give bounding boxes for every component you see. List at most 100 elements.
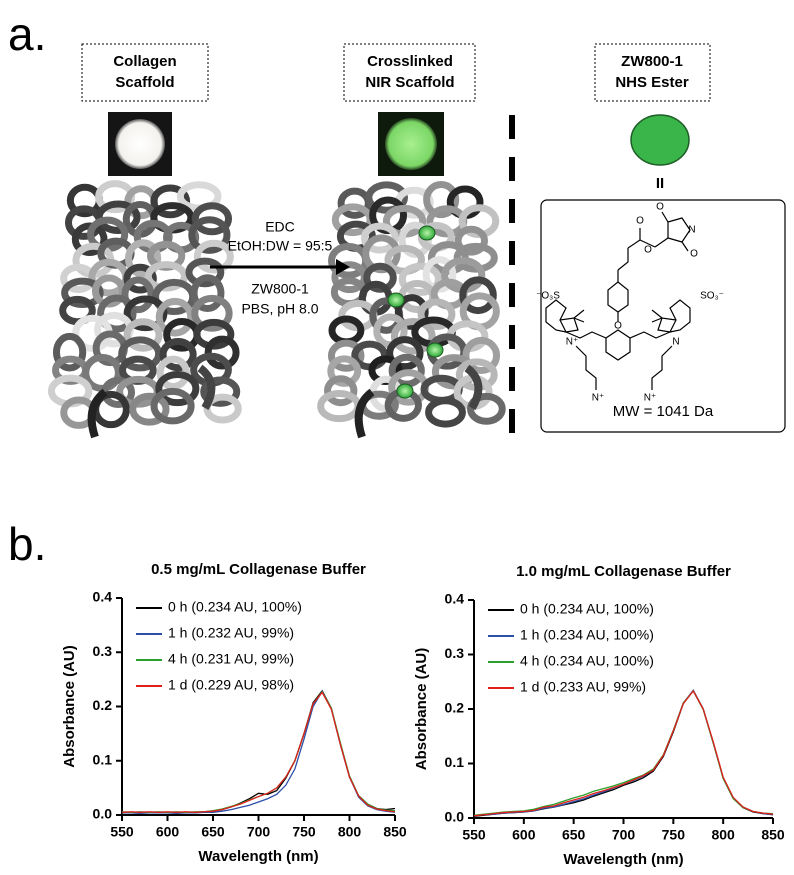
collagen-coil — [417, 298, 456, 330]
collagen-coil — [193, 239, 234, 274]
legend-label: 1 h (0.234 AU, 100%) — [520, 627, 654, 643]
panel-label: a. — [8, 8, 46, 60]
collagen-tail — [197, 364, 216, 411]
bond — [651, 309, 663, 323]
dye-dot — [418, 225, 436, 241]
legend-label: 4 h (0.231 AU, 99%) — [168, 651, 294, 667]
chart-title: 1.0 mg/mL Collagenase Buffer — [516, 563, 731, 580]
x-tick-label: 700 — [247, 824, 271, 840]
collagen-tail — [354, 388, 375, 439]
x-tick-label: 850 — [383, 824, 407, 840]
y-tick-label: 0.2 — [445, 700, 465, 716]
spectrum-line — [473, 689, 774, 817]
collagen-coil — [118, 336, 163, 372]
atom-label: SO₃⁻ — [700, 291, 724, 302]
x-tick-label: 650 — [201, 824, 225, 840]
collagen-coil — [188, 216, 231, 254]
collagen-tail — [87, 388, 108, 439]
molecular-weight: MW = 1041 Da — [613, 403, 714, 420]
collagen-coil — [190, 274, 225, 313]
y-axis-label: Absorbance (AU) — [61, 645, 78, 768]
collagen-coil — [394, 294, 429, 330]
atom-label: N⁺ — [592, 393, 605, 404]
collagen-coil — [459, 276, 497, 315]
bond — [607, 270, 629, 313]
collagen-coil — [327, 355, 362, 387]
bond — [575, 345, 597, 390]
x-tick-label: 700 — [612, 827, 636, 843]
collagen-coil — [150, 387, 195, 425]
box-label: ZW800-1 — [621, 53, 683, 70]
dye-dot — [426, 342, 444, 358]
reaction-text: PBS, pH 8.0 — [241, 301, 318, 317]
y-tick-label: 0.1 — [93, 751, 113, 767]
collagen-coil — [52, 332, 87, 372]
bond — [545, 299, 579, 333]
collagen-coil — [454, 225, 488, 256]
y-tick-label: 0.3 — [93, 643, 113, 659]
arrow-head — [336, 259, 350, 275]
bond — [651, 345, 673, 390]
collagen-coil — [121, 276, 155, 314]
collagen-coil — [95, 200, 141, 234]
label-box — [343, 43, 476, 102]
atom-label: O — [644, 245, 652, 256]
spectrum-line — [473, 689, 774, 818]
collagen-coil — [97, 294, 137, 333]
collagen-coil — [462, 336, 501, 375]
y-tick-label: 0.1 — [445, 754, 465, 770]
bond — [617, 248, 629, 271]
label-box — [81, 43, 209, 102]
bond — [573, 309, 585, 323]
collagen-coil — [123, 263, 157, 294]
spectrum-line — [121, 689, 396, 814]
y-tick-label: 0.4 — [445, 591, 465, 607]
collagen-scaffold — [47, 180, 242, 439]
box-label: NHS Ester — [615, 74, 689, 91]
spectrum-line — [473, 689, 774, 816]
bond — [681, 241, 689, 252]
collagen-coil — [360, 222, 399, 254]
x-tick-label: 800 — [711, 827, 735, 843]
dye-symbol — [630, 114, 690, 166]
collagen-coil — [200, 376, 241, 407]
atom-label: O — [636, 216, 644, 227]
atom-label: O — [614, 321, 622, 332]
atom-label: N — [688, 225, 695, 236]
collagen-tail — [464, 364, 483, 411]
panel-label: b. — [8, 518, 46, 570]
x-tick-label: 850 — [761, 827, 785, 843]
bond — [661, 211, 669, 223]
collagen-coil — [204, 335, 240, 370]
collagen-scaffold — [317, 180, 506, 439]
collagen-coil — [159, 338, 197, 372]
reaction-text: EDC — [265, 219, 295, 235]
chart-title: 0.5 mg/mL Collagenase Buffer — [151, 561, 366, 578]
y-tick-label: 0.2 — [93, 697, 113, 713]
collagen-coil — [123, 318, 163, 352]
legend-label: 0 h (0.234 AU, 100%) — [520, 601, 654, 617]
atom-label: N — [672, 337, 679, 348]
y-tick-label: 0.3 — [445, 645, 465, 661]
label-box — [594, 43, 711, 102]
x-tick-label: 550 — [462, 827, 486, 843]
collagen-coil — [386, 336, 424, 371]
x-axis-label: Wavelength (nm) — [198, 848, 318, 865]
legend-label: 1 d (0.233 AU, 99%) — [520, 679, 646, 695]
legend-label: 1 d (0.229 AU, 98%) — [168, 677, 294, 693]
bond — [654, 237, 669, 248]
collagen-coil — [365, 181, 408, 214]
dye-dot — [396, 383, 414, 399]
equals-symbol: II — [656, 175, 664, 192]
collagen-coil — [155, 297, 195, 337]
y-tick-label: 0.0 — [445, 809, 465, 825]
atom-label: O — [690, 249, 698, 260]
collagen-coil — [124, 239, 162, 278]
x-tick-label: 750 — [662, 827, 686, 843]
x-tick-label: 600 — [512, 827, 536, 843]
collagen-coil — [129, 392, 170, 426]
bond — [657, 299, 691, 333]
scaffold-disc — [385, 118, 437, 170]
legend-label: 1 h (0.232 AU, 99%) — [168, 625, 294, 641]
